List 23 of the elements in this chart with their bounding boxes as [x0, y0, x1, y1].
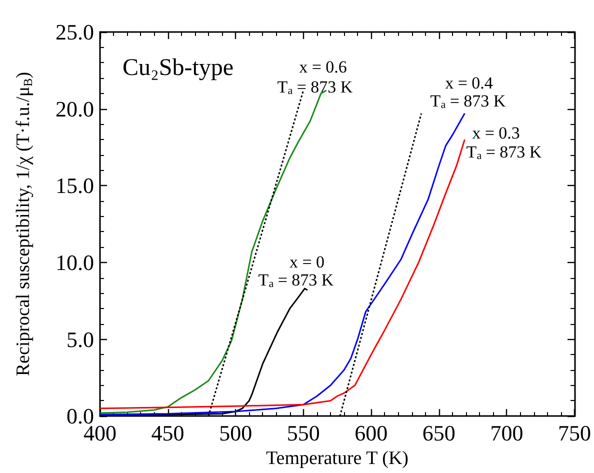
x-tick-label: 450	[151, 420, 184, 446]
annotation: x = 0	[289, 252, 325, 272]
y-axis-title: Reciprocal susceptibility, 1/χ (T·f.u./μB)	[13, 72, 35, 376]
x-tick-label: 500	[219, 420, 252, 446]
x-tick-label: 600	[354, 420, 388, 446]
annotation: Ta = 873 K	[277, 78, 354, 97]
y-tick-label: 10.0	[56, 250, 94, 275]
x-tick-label: 550	[286, 420, 320, 446]
x-tick-label: 650	[422, 420, 456, 446]
annotation: x = 0.6	[299, 58, 347, 76]
annotation: x = 0.3	[472, 124, 520, 142]
annotation: x = 0.4	[445, 74, 494, 92]
y-tick-label: 20.0	[56, 96, 94, 122]
annotation: Ta = 873 K	[466, 142, 542, 162]
annotation: Ta = 873 K	[258, 270, 334, 290]
y-tick-label: 15.0	[56, 173, 94, 198]
x-tick-label: 750	[558, 420, 591, 446]
y-tick-label: 5.0	[66, 326, 94, 352]
x-axis-title: Temperature T (K)	[266, 448, 409, 469]
y-tick-label: 25.0	[56, 20, 94, 44]
annotation: Ta = 873 K	[430, 92, 506, 111]
x-tick-label: 700	[490, 420, 524, 446]
annotation: Cu₂Sb-type	[122, 55, 234, 81]
